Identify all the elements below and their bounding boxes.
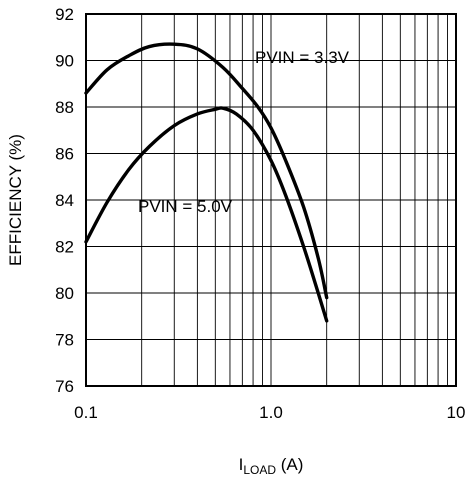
tick-labels: 76 78 80 82 84 86 88 90 92 0.1 1.0 10	[55, 5, 465, 422]
y-tick-label: 92	[55, 5, 74, 24]
y-tick-label: 88	[55, 98, 74, 117]
y-tick-label: 90	[55, 52, 74, 71]
x-tick-label: 1.0	[259, 403, 283, 422]
series-lines	[84, 42, 329, 323]
y-tick-label: 78	[55, 331, 74, 350]
y-tick-label: 76	[55, 377, 74, 396]
x-axis-label: ILOAD (A)	[239, 455, 304, 477]
plot-frame	[85, 13, 457, 387]
annotation-pvin-3v3: PVIN = 3.3V	[255, 48, 350, 67]
x-axis-label-main: I	[239, 455, 244, 474]
y-tick-label: 86	[55, 145, 74, 164]
y-tick-label: 84	[55, 191, 74, 210]
y-tick-label: 80	[55, 284, 74, 303]
x-tick-label: 10	[447, 403, 466, 422]
y-axis-label: EFFICIENCY (%)	[6, 134, 25, 266]
x-axis-label-subscript: LOAD	[243, 463, 276, 477]
x-tick-label: 0.1	[74, 403, 98, 422]
series-line-pvin-3v3	[84, 42, 329, 300]
x-axis-label-unit: (A)	[276, 455, 303, 474]
y-tick-label: 82	[55, 238, 74, 257]
series-line-pvin-5v0	[84, 106, 329, 323]
annotation-pvin-5v0: PVIN = 5.0V	[138, 197, 233, 216]
